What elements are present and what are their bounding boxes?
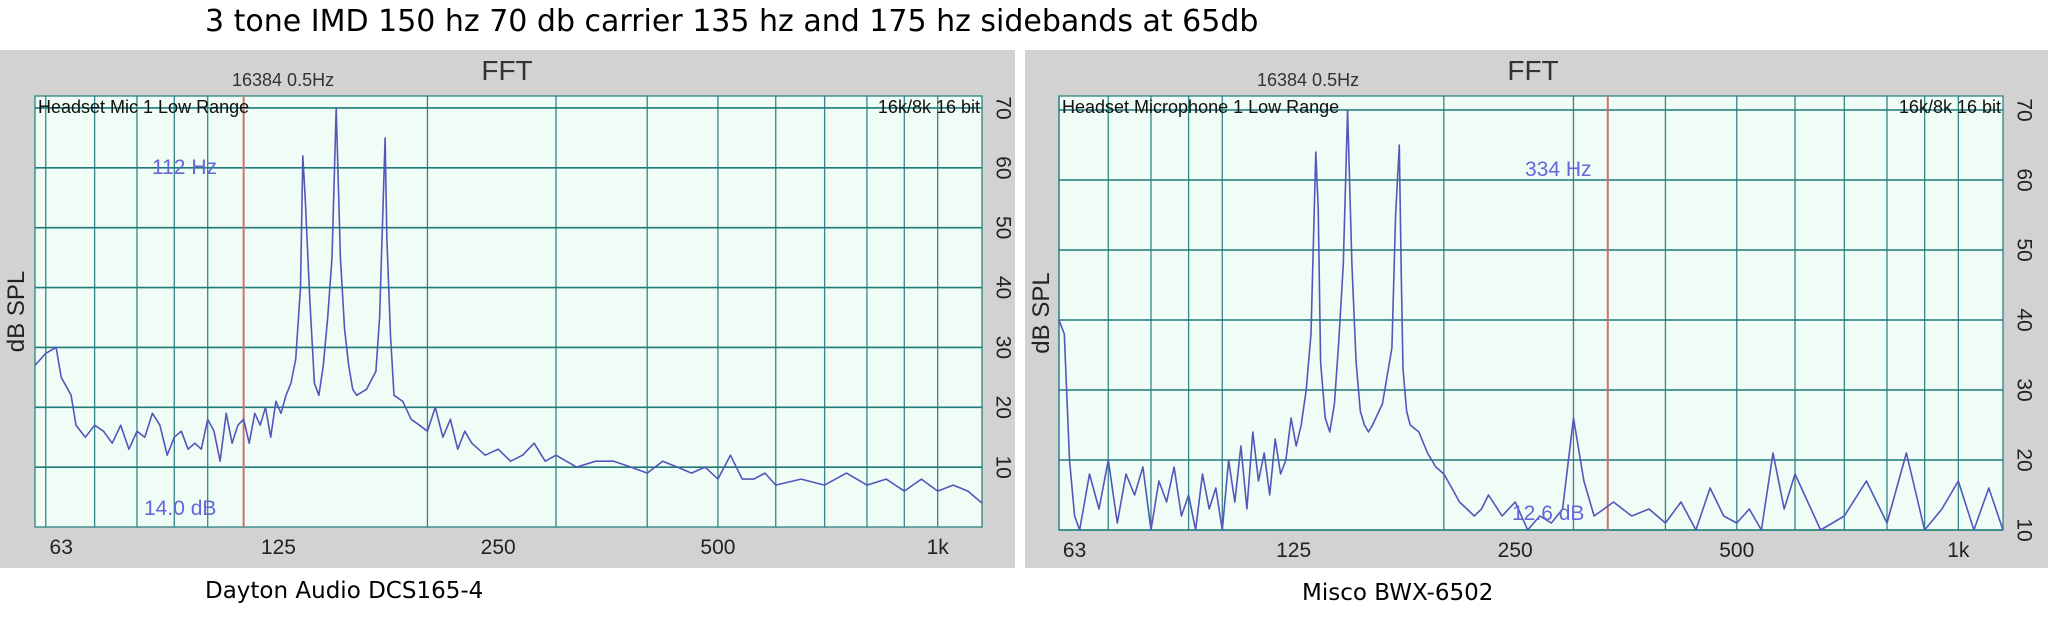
- right-cursor-frequency-readout: 334 Hz: [1525, 158, 1592, 181]
- left-x-tick-label: 63: [50, 536, 73, 559]
- left-plot-border: [34, 95, 983, 528]
- right-plot-border: [1058, 95, 2004, 531]
- right-plot-area: [1059, 96, 2003, 530]
- right-chart-title: FFT: [1507, 55, 1558, 86]
- right-y-tick-label: 70: [2013, 98, 2036, 121]
- right-y-tick-label: 20: [2013, 448, 2036, 471]
- right-spectrum-trace: [1058, 109, 2004, 531]
- left-y-axis-title: dB SPL: [3, 271, 30, 352]
- left-x-tick-label: 500: [700, 536, 735, 559]
- right-y-tick-label: 10: [2013, 518, 2036, 541]
- left-y-tick-label: 50: [992, 216, 1015, 239]
- right-cursor-level-readout: 12.6 dB: [1512, 502, 1584, 525]
- left-x-tick-label: 250: [481, 536, 516, 559]
- left-y-tick-label: 30: [992, 336, 1015, 359]
- right-x-tick-label: 125: [1276, 539, 1311, 562]
- left-y-tick-label: 10: [992, 455, 1015, 478]
- right-y-tick-label: 50: [2013, 238, 2036, 261]
- right-input-label: Headset Microphone 1 Low Range: [1062, 97, 1339, 117]
- right-y-tick-label: 40: [2013, 308, 2036, 331]
- left-y-tick-label: 70: [992, 96, 1015, 119]
- right-format-label: 16k/8k 16 bit: [1899, 97, 2001, 117]
- left-spectrum-trace: [34, 107, 983, 504]
- right-chart-caption: Misco BWX-6502: [1302, 580, 1494, 606]
- right-x-tick-label: 63: [1063, 539, 1086, 562]
- left-y-tick-label: 40: [992, 276, 1015, 299]
- right-y-tick-label: 30: [2013, 378, 2036, 401]
- left-chart-title: FFT: [481, 55, 532, 86]
- fft-chart-left: 63 125 250 500 1k 10 20 30 40 50 60 70 dB SPL FFT 1638…: [3, 55, 1015, 559]
- fft-chart-right: 63 125 250 500 1k 10 20 30 40 50 60 70 dB SPL FFT 1638…: [1028, 55, 2036, 562]
- left-fft-info: 16384 0.5Hz: [232, 70, 334, 90]
- left-x-tick-label: 1k: [927, 536, 950, 559]
- left-input-label: Headset Mic 1 Low Range: [38, 97, 249, 117]
- right-fft-info: 16384 0.5Hz: [1257, 70, 1359, 90]
- right-y-axis-title: dB SPL: [1028, 272, 1055, 353]
- right-y-tick-label: 60: [2013, 168, 2036, 191]
- right-x-tick-label: 500: [1719, 539, 1754, 562]
- page-title: 3 tone IMD 150 hz 70 db carrier 135 hz a…: [205, 4, 1259, 39]
- right-x-tick-label: 250: [1498, 539, 1533, 562]
- left-y-tick-label: 60: [992, 156, 1015, 179]
- left-x-tick-label: 125: [261, 536, 296, 559]
- left-cursor-level-readout: 14.0 dB: [144, 497, 216, 520]
- right-x-tick-label: 1k: [1947, 539, 1970, 562]
- left-cursor-frequency-readout: 112 Hz: [152, 156, 217, 179]
- left-y-tick-label: 20: [992, 396, 1015, 419]
- left-format-label: 16k/8k 16 bit: [878, 97, 980, 117]
- left-chart-caption: Dayton Audio DCS165-4: [205, 578, 484, 604]
